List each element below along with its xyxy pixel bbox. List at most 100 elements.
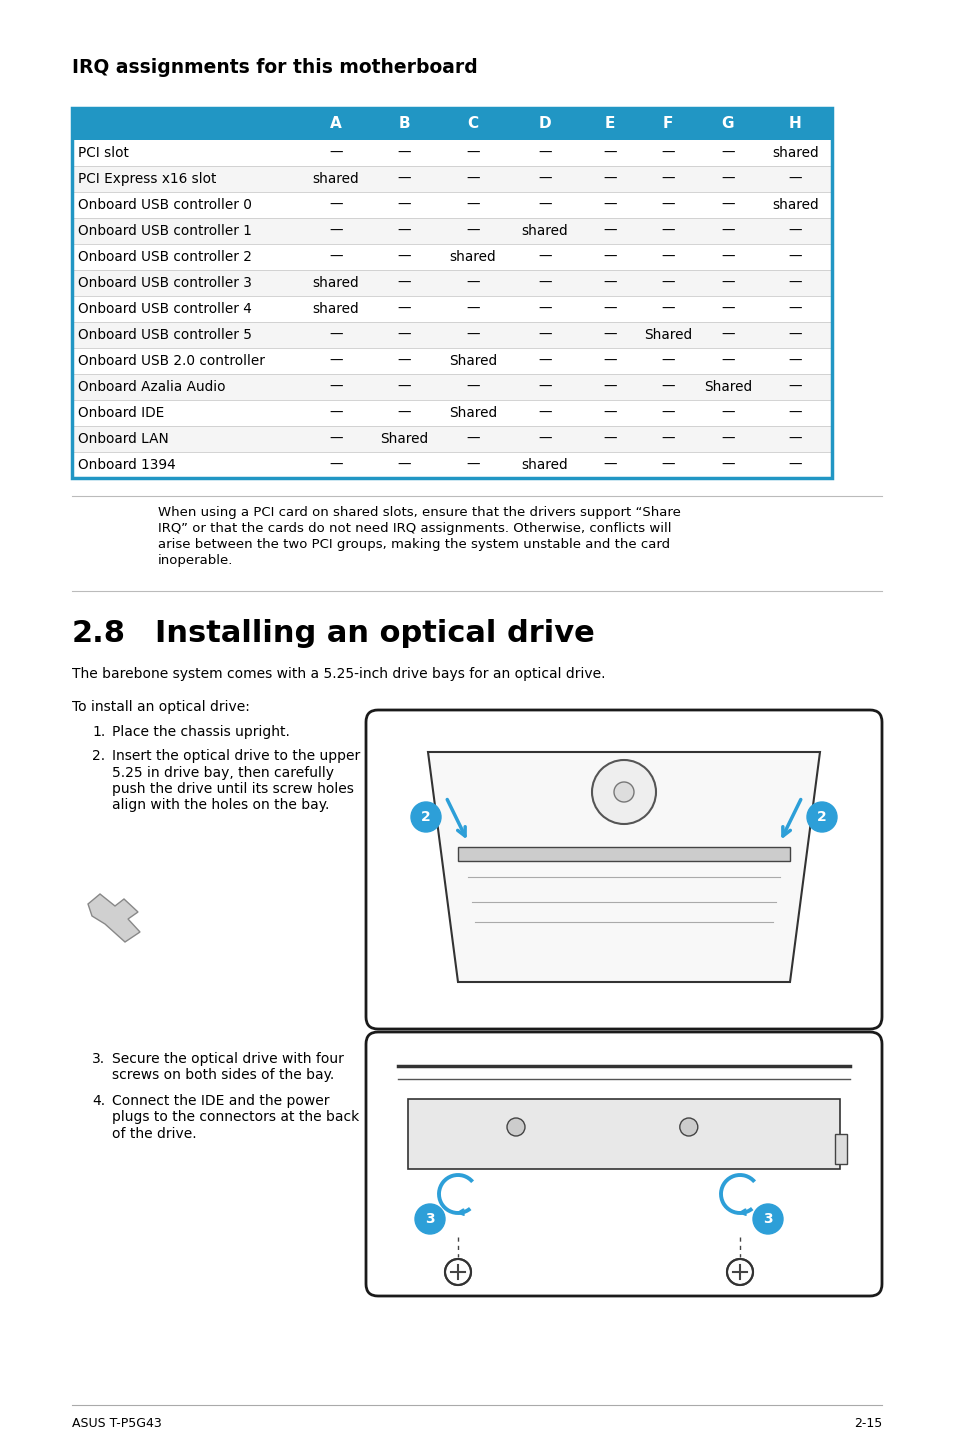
- Circle shape: [679, 1117, 697, 1136]
- FancyBboxPatch shape: [71, 270, 831, 296]
- Text: —: —: [788, 224, 801, 239]
- Circle shape: [411, 802, 440, 833]
- Text: ASUS T-P5G43: ASUS T-P5G43: [71, 1416, 162, 1429]
- Text: —: —: [329, 406, 342, 420]
- Circle shape: [415, 1204, 444, 1234]
- Text: Onboard USB controller 1: Onboard USB controller 1: [78, 224, 252, 239]
- Text: —: —: [788, 354, 801, 368]
- Circle shape: [444, 1260, 471, 1286]
- Text: —: —: [788, 380, 801, 394]
- Text: —: —: [397, 147, 411, 160]
- Text: —: —: [660, 147, 674, 160]
- FancyBboxPatch shape: [71, 139, 831, 165]
- Text: —: —: [537, 380, 551, 394]
- FancyBboxPatch shape: [71, 193, 831, 219]
- Text: F: F: [662, 116, 673, 131]
- Text: shared: shared: [313, 302, 359, 316]
- Text: When using a PCI card on shared slots, ensure that the drivers support “Share: When using a PCI card on shared slots, e…: [158, 506, 680, 519]
- Text: —: —: [537, 276, 551, 290]
- Text: —: —: [788, 328, 801, 342]
- Text: —: —: [537, 354, 551, 368]
- Text: —: —: [602, 380, 616, 394]
- Text: —: —: [720, 302, 734, 316]
- Text: —: —: [720, 457, 734, 472]
- Text: —: —: [660, 406, 674, 420]
- FancyBboxPatch shape: [71, 296, 831, 322]
- Text: B: B: [398, 116, 410, 131]
- Text: —: —: [788, 173, 801, 186]
- FancyBboxPatch shape: [834, 1135, 846, 1163]
- Circle shape: [506, 1117, 524, 1136]
- Text: —: —: [466, 224, 479, 239]
- Text: Shared: Shared: [380, 431, 428, 446]
- FancyBboxPatch shape: [71, 322, 831, 348]
- Text: —: —: [397, 354, 411, 368]
- Text: —: —: [602, 328, 616, 342]
- Text: —: —: [329, 457, 342, 472]
- Text: —: —: [602, 147, 616, 160]
- Text: shared: shared: [521, 224, 568, 239]
- Text: —: —: [788, 302, 801, 316]
- Text: Shared: Shared: [449, 354, 497, 368]
- Text: 4.: 4.: [91, 1094, 105, 1109]
- Text: shared: shared: [313, 173, 359, 186]
- Text: A: A: [330, 116, 341, 131]
- FancyBboxPatch shape: [71, 219, 831, 244]
- Text: —: —: [660, 224, 674, 239]
- Text: C: C: [467, 116, 478, 131]
- Text: —: —: [329, 380, 342, 394]
- Text: Onboard USB controller 4: Onboard USB controller 4: [78, 302, 252, 316]
- Text: —: —: [329, 250, 342, 265]
- Text: G: G: [721, 116, 734, 131]
- Text: —: —: [397, 198, 411, 211]
- Text: —: —: [788, 406, 801, 420]
- Text: Installing an optical drive: Installing an optical drive: [154, 618, 594, 649]
- Circle shape: [726, 1260, 752, 1286]
- FancyBboxPatch shape: [71, 108, 831, 139]
- Text: —: —: [720, 224, 734, 239]
- Text: shared: shared: [521, 457, 568, 472]
- Text: IRQ” or that the cards do not need IRQ assignments. Otherwise, conflicts will: IRQ” or that the cards do not need IRQ a…: [158, 522, 671, 535]
- Text: 2.8: 2.8: [71, 618, 126, 649]
- Text: Place the chassis upright.: Place the chassis upright.: [112, 725, 290, 739]
- Text: —: —: [660, 380, 674, 394]
- Text: —: —: [720, 173, 734, 186]
- Text: —: —: [537, 302, 551, 316]
- Text: —: —: [466, 173, 479, 186]
- Text: 3: 3: [762, 1212, 772, 1227]
- Text: PCI Express x16 slot: PCI Express x16 slot: [78, 173, 216, 186]
- FancyBboxPatch shape: [457, 847, 789, 861]
- FancyBboxPatch shape: [71, 348, 831, 374]
- Text: —: —: [602, 276, 616, 290]
- Text: Onboard USB controller 0: Onboard USB controller 0: [78, 198, 252, 211]
- Text: —: —: [660, 276, 674, 290]
- Text: shared: shared: [449, 250, 496, 265]
- Text: —: —: [537, 147, 551, 160]
- Text: —: —: [602, 224, 616, 239]
- Text: —: —: [537, 250, 551, 265]
- Text: Onboard IDE: Onboard IDE: [78, 406, 164, 420]
- Text: of the drive.: of the drive.: [112, 1127, 196, 1140]
- Text: —: —: [329, 328, 342, 342]
- Text: Shared: Shared: [703, 380, 751, 394]
- Text: inoperable.: inoperable.: [158, 554, 233, 567]
- Text: —: —: [720, 250, 734, 265]
- Text: —: —: [660, 354, 674, 368]
- Text: Secure the optical drive with four: Secure the optical drive with four: [112, 1053, 343, 1066]
- Text: Onboard USB 2.0 controller: Onboard USB 2.0 controller: [78, 354, 265, 368]
- Text: —: —: [397, 224, 411, 239]
- Text: Onboard LAN: Onboard LAN: [78, 431, 169, 446]
- Text: plugs to the connectors at the back: plugs to the connectors at the back: [112, 1110, 359, 1125]
- Text: —: —: [329, 147, 342, 160]
- Text: Insert the optical drive to the upper: Insert the optical drive to the upper: [112, 749, 360, 764]
- Text: —: —: [397, 276, 411, 290]
- FancyBboxPatch shape: [366, 710, 882, 1030]
- Text: 2: 2: [420, 810, 431, 824]
- Text: —: —: [660, 302, 674, 316]
- Text: —: —: [660, 173, 674, 186]
- Text: —: —: [397, 457, 411, 472]
- Text: —: —: [788, 276, 801, 290]
- Text: —: —: [720, 147, 734, 160]
- Text: —: —: [720, 328, 734, 342]
- Text: Onboard USB controller 5: Onboard USB controller 5: [78, 328, 252, 342]
